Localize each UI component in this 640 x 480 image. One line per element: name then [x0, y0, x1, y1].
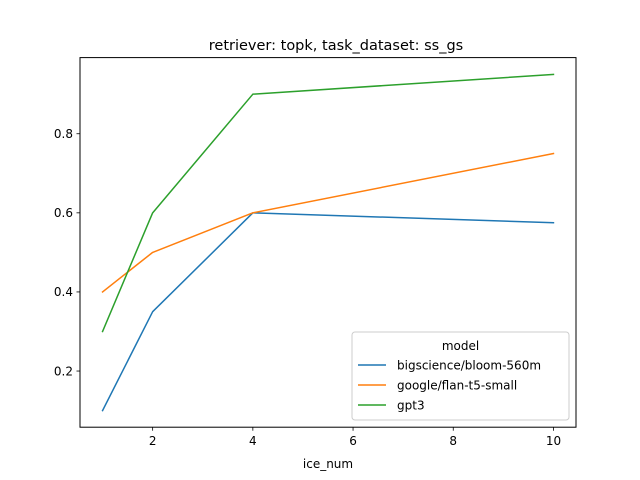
legend-label: google/flan-t5-small — [397, 378, 517, 392]
y-tick-label: 0.8 — [54, 127, 73, 141]
x-tick-label: 10 — [546, 434, 561, 448]
x-tick-label: 6 — [349, 434, 357, 448]
axes-frame — [79, 57, 577, 428]
y-tick-label: 0.4 — [54, 285, 73, 299]
x-tick-label: 2 — [149, 434, 157, 448]
x-axis-label: ice_num — [303, 457, 353, 471]
legend-label: bigscience/bloom-560m — [397, 358, 541, 372]
y-tick-label: 0.6 — [54, 206, 73, 220]
legend-box — [351, 331, 570, 421]
x-tick-label: 8 — [449, 434, 457, 448]
x-tick-label: 4 — [249, 434, 257, 448]
legend-label: gpt3 — [397, 398, 425, 412]
plot-area — [101, 73, 555, 412]
legend: model bigscience/bloom-560m google/flan-t5… — [351, 331, 570, 421]
series-line-2 — [101, 73, 555, 333]
axis-ticks: 2 4 6 8 10 0.2 0.4 0.6 0.8 — [54, 127, 561, 448]
y-tick-label: 0.2 — [54, 364, 73, 378]
legend-title: model — [442, 339, 479, 353]
chart-title: retriever: topk, task_dataset: ss_gs — [209, 38, 463, 54]
series-line-0 — [101, 212, 555, 412]
